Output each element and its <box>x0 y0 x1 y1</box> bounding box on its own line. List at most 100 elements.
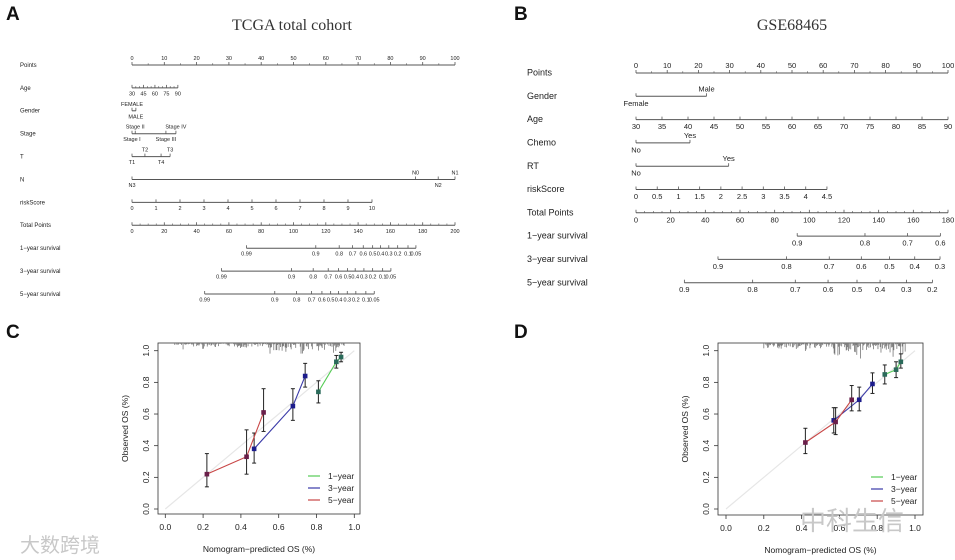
tick-label: 180 <box>942 215 955 224</box>
calibration-plot-d: 0.0 0.2 0.4 0.6 0.8 1.0 0.0 0.2 0.4 0.6 0.8 1.0 Nomo… <box>680 342 924 555</box>
tick-label: 50 <box>736 122 744 131</box>
tick-label: Stage I <box>123 137 141 143</box>
data-point <box>251 446 257 452</box>
tick-label: 0.5 <box>884 262 894 271</box>
nomogram-axis-total-points: Total Points 0 20 40 60 80 100 120 140 160 180 <box>527 207 954 224</box>
tick-label: 0 <box>130 206 133 212</box>
panel-letter-c: C <box>6 322 20 343</box>
rug-histogram <box>174 343 345 354</box>
tick-label: 0.99 <box>241 252 252 258</box>
tick-label: Yes <box>723 154 735 163</box>
tick-label: 0 <box>634 61 638 70</box>
y-tick-label: 0.0 <box>701 503 711 515</box>
tick-label: 180 <box>418 229 427 235</box>
tick-label: Stage II <box>126 125 145 131</box>
axis-label: 1−year survival <box>527 231 588 241</box>
watermark-right: 中科生信 <box>800 507 904 537</box>
data-point <box>882 372 888 377</box>
tick-label: 0.7 <box>902 239 912 248</box>
axis-label: RT <box>527 161 539 171</box>
series-5-year <box>204 388 266 488</box>
nomogram-axis-5-year-survival: 5−year survival 0.9 0.8 0.7 0.6 0.5 0.4 0.3 0.2 <box>527 277 938 294</box>
tick-label: 0.8 <box>781 262 791 271</box>
tick-label: 1 <box>676 192 680 201</box>
tick-label: 5 <box>250 206 253 212</box>
nomogram-axis-3-year-survival: 3−year survival 0.99 0.9 0.8 0.7 0.6 0.5 0.4 0.3… <box>20 268 396 281</box>
axis-label: riskScore <box>527 184 565 194</box>
tick-label: 80 <box>770 215 778 224</box>
tick-label: 40 <box>258 56 264 62</box>
x-tick-label: 1.0 <box>348 522 360 532</box>
axis-label: 5−year survival <box>527 277 588 287</box>
tick-label: 0 <box>634 215 638 224</box>
data-point <box>856 397 862 403</box>
tick-label: 0.4 <box>335 298 343 304</box>
series-line <box>206 412 265 475</box>
axis-label: 5−year survival <box>20 292 61 298</box>
tick-label: 1.5 <box>694 192 704 201</box>
tick-label: T1 <box>129 160 135 166</box>
data-point <box>261 410 266 415</box>
tick-label: 0.99 <box>216 275 227 281</box>
y-axis-label: Observed OS (%) <box>680 395 690 462</box>
tick-label: 9 <box>346 206 349 212</box>
nomogram-axis-age: Age 30 35 40 45 50 55 60 65 70 75 80 85 90 <box>527 114 952 131</box>
tick-label: N1 <box>451 171 458 177</box>
tick-label: 80 <box>387 56 393 62</box>
tick-label: 0.5 <box>327 298 335 304</box>
legend-label: 5−year <box>891 496 917 506</box>
tick-label: 50 <box>788 61 796 70</box>
tick-label: 0.5 <box>852 285 862 294</box>
nomogram-axis-5-year-survival: 5−year survival 0.99 0.9 0.8 0.7 0.6 0.5 0.4 0.3… <box>20 291 380 304</box>
tick-label: 0.7 <box>308 298 316 304</box>
calibration-plot-c: 0.0 0.2 0.4 0.6 0.8 1.0 0.0 0.2 0.4 0.6 0.8 1.0 Nomo… <box>120 342 360 554</box>
axis-label: Chemo <box>527 138 556 148</box>
tick-label: 0.8 <box>293 298 301 304</box>
tick-label: 0.4 <box>910 262 920 271</box>
tick-label: 90 <box>420 56 426 62</box>
tick-label: 0.4 <box>351 275 359 281</box>
tick-label: 0.6 <box>823 285 833 294</box>
tick-label: 3.5 <box>779 192 789 201</box>
tick-label: 0.9 <box>679 285 689 294</box>
y-tick-label: 1.0 <box>141 345 151 357</box>
tick-label: 0.2 <box>394 252 402 258</box>
rug-histogram <box>763 343 906 359</box>
axis-label: Points <box>20 63 37 69</box>
tick-label: 0.05 <box>411 252 422 258</box>
legend: 1−year 3−year 5−year <box>871 472 917 506</box>
nomogram-axis-points: Points 0 10 20 30 40 50 60 70 80 90 100 <box>20 56 460 69</box>
tick-label: 0.6 <box>318 298 326 304</box>
tick-label: 80 <box>258 229 264 235</box>
x-tick-label: 0.4 <box>235 522 247 532</box>
tick-label: 1 <box>154 206 157 212</box>
tick-label: 0.2 <box>352 298 360 304</box>
tick-label: MALE <box>128 114 143 120</box>
tick-label: 0.4 <box>875 285 885 294</box>
x-tick-label: 0.0 <box>720 523 732 533</box>
legend-label: 5−year <box>328 495 354 505</box>
nomogram-axis-n: N N3 N0 N2 N1 <box>20 171 459 190</box>
axis-label: Points <box>527 68 553 78</box>
tick-label: 0.9 <box>271 298 279 304</box>
tick-label: 3 <box>202 206 205 212</box>
legend-label: 1−year <box>328 471 354 481</box>
y-tick-label: 1.0 <box>701 345 711 357</box>
series-5-year <box>803 385 854 455</box>
tick-label: 2 <box>178 206 181 212</box>
tick-label: Stage III <box>156 137 177 143</box>
nomogram-axis-3-year-survival: 3−year survival 0.9 0.8 0.7 0.6 0.5 0.4 0.3 <box>527 254 945 271</box>
tick-label: 0.3 <box>385 252 393 258</box>
tick-label: 8 <box>322 206 325 212</box>
tick-label: 0.7 <box>790 285 800 294</box>
tick-label: 60 <box>788 122 796 131</box>
tick-label: 0.7 <box>824 262 834 271</box>
tick-label: Yes <box>684 131 696 140</box>
axis-label: Total Points <box>20 223 51 229</box>
tick-label: Female <box>623 99 648 108</box>
series-line <box>884 361 902 375</box>
tick-label: 60 <box>819 61 827 70</box>
tick-label: 2.5 <box>737 192 747 201</box>
tick-label: 85 <box>918 122 926 131</box>
